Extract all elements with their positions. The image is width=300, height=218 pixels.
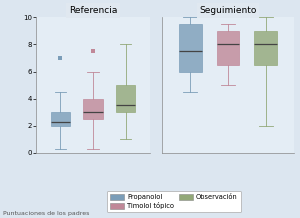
Bar bbox=[51, 112, 70, 126]
Bar bbox=[254, 31, 277, 65]
Bar bbox=[116, 85, 135, 112]
Title: Referencia: Referencia bbox=[69, 6, 117, 15]
Text: Puntuaciones de los padres: Puntuaciones de los padres bbox=[3, 211, 89, 216]
Bar bbox=[217, 31, 239, 65]
Bar bbox=[83, 99, 103, 119]
Bar bbox=[179, 24, 202, 72]
Legend: Propanolol, Timolol tópico, Observación: Propanolol, Timolol tópico, Observación bbox=[107, 191, 241, 213]
Title: Seguimiento: Seguimiento bbox=[199, 6, 257, 15]
